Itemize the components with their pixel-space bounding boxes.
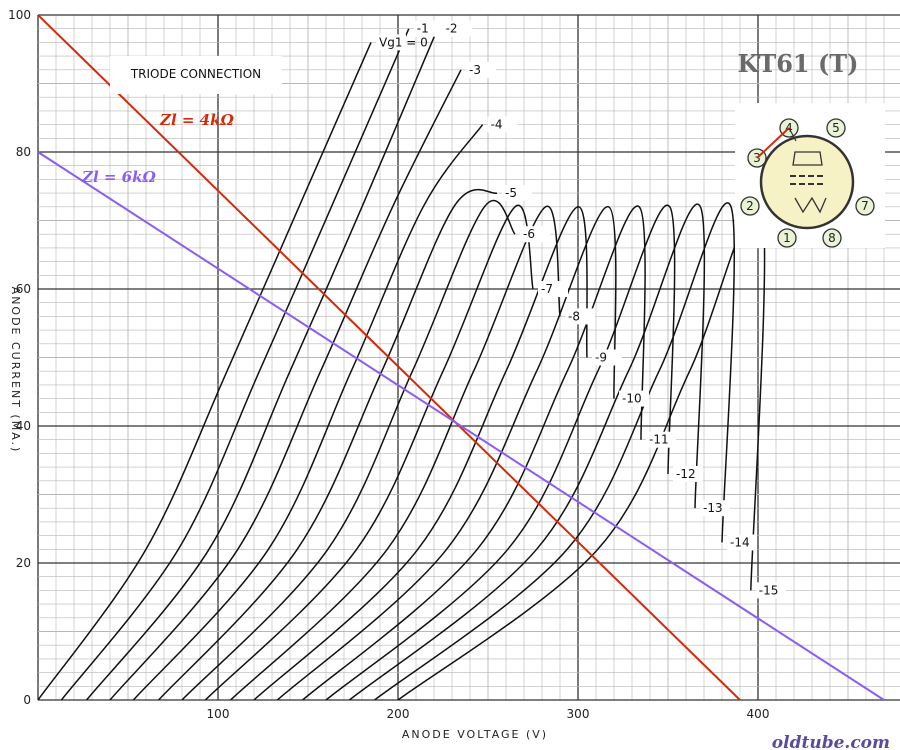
curve-label-bg [466,61,496,78]
x-tick-label: 400 [747,707,770,721]
x-tick-label: 100 [207,707,230,721]
curve-label: -9 [595,351,607,365]
plate-curve [86,28,439,700]
load-line-label: Zl = 4kΩ [159,111,234,129]
grid-lines [37,14,900,701]
load-line [38,151,885,700]
curve-label: -8 [568,309,580,323]
curve-label-bg [520,226,550,243]
watermark: oldtube.com [772,733,890,750]
curve-label: -12 [676,467,696,481]
tube-name: KT61 (T) [737,49,858,78]
triode-strap-icon [756,127,790,159]
y-tick-label: 40 [16,419,31,433]
tube-pin-label: 5 [832,121,840,135]
tube-pin-label: 7 [861,199,869,213]
plate-curve [302,205,646,700]
plate-curve [181,199,516,700]
curve-label-bg [592,349,622,366]
plate-curve [374,202,736,700]
curve-label-bg [619,390,649,407]
curve-labels: Vg1 = 0-1 -2 -3 -4 -5 -6 -7 -8 -9 -10 -11 -12 -13 -14… [376,20,786,599]
curve-label-bg [413,20,444,37]
curve-label: -5 [505,186,517,200]
x-axis-label: ANODE VOLTAGE (V) [402,728,548,741]
curve-label-bg [700,500,730,517]
curve-label-bg [673,465,703,482]
load-line [38,15,741,700]
curve-label: Vg1 = 0 [379,35,428,49]
curve-label-bg [442,20,473,37]
plate-curve [348,203,706,700]
plate-curve [158,188,498,700]
curve-label-bg [376,34,406,51]
curve-label: -6 [523,227,535,241]
curve-label: -7 [541,282,553,296]
tube-pin [777,228,797,248]
curve-label: -2 [446,22,458,36]
plate-curve [397,200,766,700]
curve-label: -15 [759,583,779,597]
curve-label: -4 [491,118,503,132]
tube-pin [822,228,842,248]
plate-curve [230,205,561,700]
cathode-icon [794,196,827,214]
y-tick-label: 60 [16,282,31,296]
curve-label: -11 [649,433,669,447]
curve-label-bg [646,431,676,448]
y-tick-label: 80 [16,145,31,159]
curve-label: -3 [469,63,481,77]
curve-label: -13 [703,501,723,515]
plate-curve [132,124,484,700]
y-tick-label: 100 [8,8,31,22]
curve-label-bg [755,582,786,599]
plate-curve [325,204,676,700]
pin-lead-icon [788,127,797,142]
axis-ticks: 0 20 40 60 80 100 100 200 300 400 [8,8,769,721]
plate-curves [38,28,766,700]
curve-label-bg [487,116,518,133]
curve-label: -10 [622,392,642,406]
load-line-label: Zl = 6kΩ [81,168,156,186]
y-axis-label: ANODE CURRENT (MA.) [9,287,22,454]
curve-label-bg [538,281,568,297]
plate-curve [109,69,462,700]
curve-label: -14 [730,535,750,549]
grid-electrode-icon [792,151,823,166]
plate-curve [38,42,372,700]
curve-label: -1 [417,22,429,36]
plate-curve [204,204,534,700]
curve-label-bg [565,308,595,325]
y-tick-label: 20 [16,556,31,570]
tube-pin-label: 1 [783,231,791,245]
plate-curve [253,206,588,700]
title-box: TRIODE CONNECTION [110,56,282,94]
tube-pin [740,196,760,216]
curve-label-bg [727,534,757,551]
chart-title: TRIODE CONNECTION [130,67,261,81]
x-tick-label: 200 [387,707,410,721]
curve-label-bg [502,185,532,202]
tube-base-icon [759,134,855,230]
tube-pin [826,118,846,138]
load-lines [38,15,885,700]
tube-pin-label: 2 [746,199,754,213]
tube-pin [855,196,875,216]
tube-pin-label: 8 [828,231,836,245]
plate-curve [60,28,410,700]
y-tick-label: 0 [23,693,31,707]
x-tick-label: 300 [567,707,590,721]
